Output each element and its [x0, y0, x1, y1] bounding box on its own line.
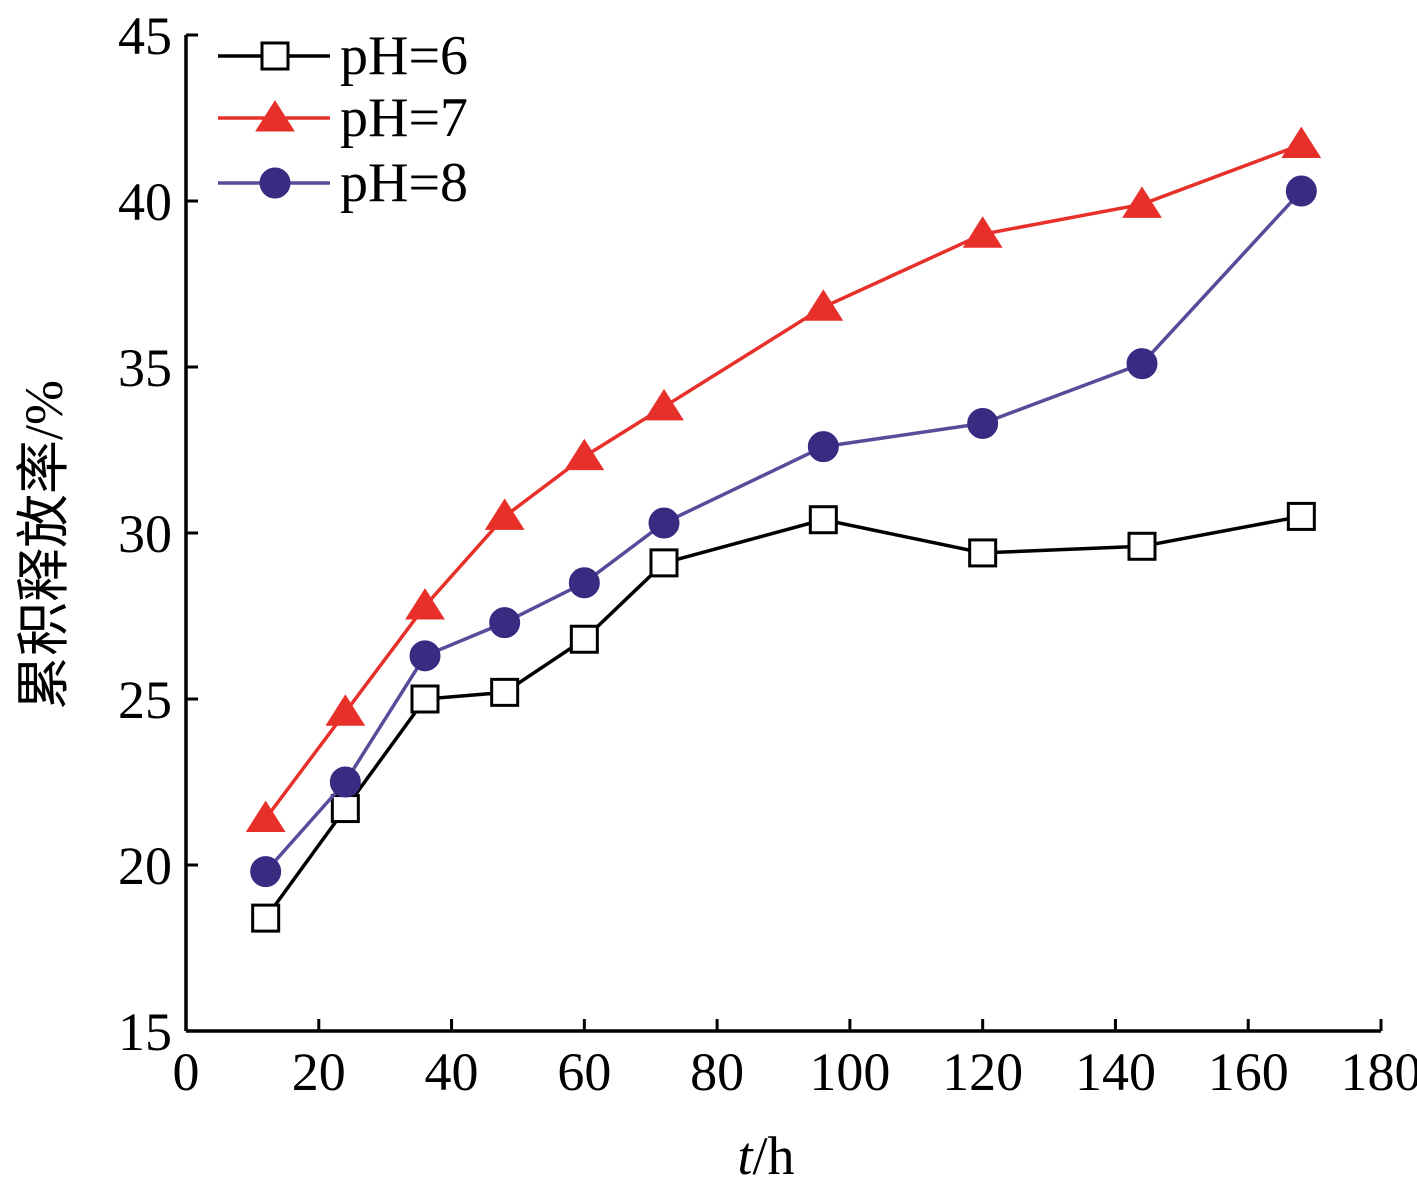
- x-axis-title-unit: /h: [753, 1126, 795, 1181]
- x-ticks: 0 20 40 60 80 100 120 140 160 180: [173, 1019, 1417, 1102]
- triangle-marker: [962, 216, 1003, 248]
- square-marker: [490, 677, 520, 707]
- legend-item: pH=6: [218, 25, 468, 87]
- square-marker: [251, 903, 281, 933]
- legend-item: pH=8: [218, 152, 468, 214]
- circle-marker: [250, 856, 282, 888]
- y-ticks: 15 20 25 30 35 40 45: [118, 6, 198, 1062]
- legend-label: pH=7: [340, 87, 468, 149]
- plot-area: 0 20 40 60 80 100 120 140 160 180 15 20 25 30 35 40 45: [118, 6, 1417, 1102]
- x-tick-label: 20: [292, 1042, 346, 1102]
- x-tick-label: 60: [557, 1042, 611, 1102]
- triangle-marker: [405, 588, 445, 620]
- triangle-marker: [1281, 126, 1322, 159]
- x-tick-label: 140: [1075, 1042, 1156, 1102]
- series-1: [251, 501, 1316, 933]
- y-tick-label: 15: [118, 1002, 172, 1062]
- triangle-marker: [644, 388, 684, 421]
- circle-marker: [807, 431, 839, 463]
- triangle-marker: [245, 800, 286, 833]
- triangle-marker-legend: [255, 100, 295, 132]
- legend-label: pH=8: [340, 152, 468, 214]
- y-tick-label: 25: [118, 670, 172, 730]
- triangle-marker: [325, 694, 366, 726]
- square-marker-legend: [260, 41, 290, 71]
- circle-marker: [1285, 175, 1317, 207]
- x-axis-title: t/h: [737, 1126, 794, 1181]
- circle-marker: [329, 766, 361, 798]
- square-marker: [808, 505, 838, 535]
- x-tick-label: 160: [1208, 1042, 1289, 1102]
- circle-marker-legend: [259, 167, 291, 199]
- y-axis-title: 累积释放率/%: [14, 380, 74, 710]
- y-tick-label: 40: [118, 172, 172, 232]
- x-tick-label: 100: [809, 1042, 890, 1102]
- square-marker: [1286, 501, 1316, 531]
- legend-label: pH=6: [340, 25, 468, 87]
- y-tick-label: 20: [118, 836, 172, 896]
- circle-marker: [409, 640, 441, 672]
- x-axis-title-italic: t: [737, 1126, 754, 1181]
- square-marker: [330, 794, 360, 824]
- series-3: [250, 175, 1317, 888]
- series-line: [264, 142, 1302, 820]
- square-marker: [410, 684, 440, 714]
- triangle-marker: [564, 438, 605, 471]
- circle-marker: [967, 407, 999, 439]
- square-marker: [649, 548, 679, 578]
- square-marker: [569, 624, 599, 654]
- triangle-marker: [1122, 186, 1162, 218]
- square-marker: [1127, 531, 1157, 561]
- series-line: [264, 189, 1303, 873]
- triangle-marker: [803, 289, 844, 321]
- circle-marker: [1126, 348, 1158, 380]
- circle-marker: [568, 567, 600, 599]
- series-2: [245, 126, 1322, 833]
- x-tick-label: 180: [1341, 1042, 1417, 1102]
- series-layer: [245, 126, 1322, 933]
- circle-marker: [489, 607, 521, 639]
- series-line: [264, 514, 1302, 920]
- x-tick-label: 0: [173, 1042, 200, 1102]
- x-tick-label: 80: [690, 1042, 744, 1102]
- circle-marker: [648, 507, 680, 539]
- x-tick-label: 120: [942, 1042, 1023, 1102]
- legend-item: pH=7: [218, 87, 468, 149]
- triangle-marker: [484, 498, 525, 530]
- legend: pH=6pH=7pH=8: [218, 25, 468, 214]
- x-tick-label: 40: [425, 1042, 479, 1102]
- square-marker: [968, 538, 998, 568]
- y-tick-label: 35: [118, 338, 172, 398]
- y-tick-label: 30: [118, 504, 172, 564]
- y-tick-label: 45: [118, 6, 172, 66]
